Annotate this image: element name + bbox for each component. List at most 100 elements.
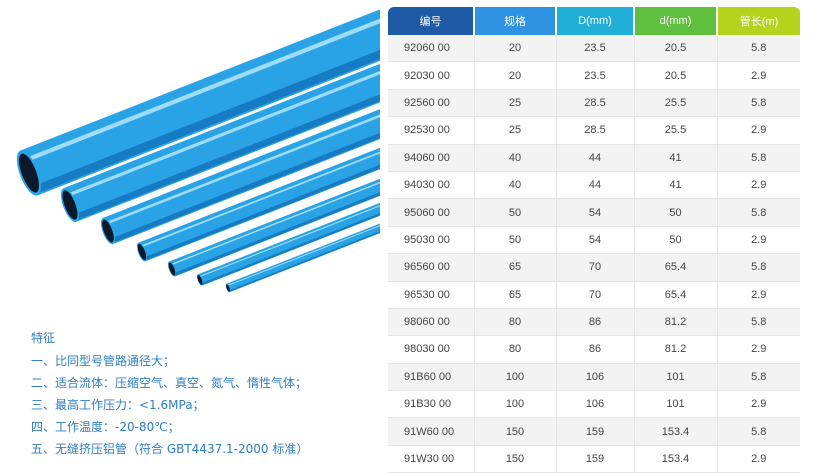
cell-length: 2.9 — [717, 445, 800, 473]
pipe-opening — [62, 190, 78, 220]
pipe-highlight — [139, 151, 380, 248]
cell-outer-diameter: 70 — [556, 281, 635, 309]
feature-item-5: 五、无缝挤压铝管（符合 GBT4437.1-2000 标准） — [31, 442, 309, 456]
cell-outer-diameter: 28.5 — [556, 89, 635, 118]
cell-length: 2.9 — [717, 226, 800, 255]
cell-outer-diameter: 44 — [556, 144, 635, 172]
cell-size: 65 — [474, 281, 557, 309]
cell-code: 91B30 00 — [388, 390, 475, 419]
pipe-opening — [226, 284, 230, 292]
table-row: 95030 00 50 54 50 2.9 — [388, 226, 800, 255]
cell-size: 80 — [474, 335, 557, 364]
cell-size: 40 — [474, 144, 557, 172]
cell-outer-diameter: 86 — [556, 308, 635, 337]
table-row: 96530 00 65 70 65.4 2.9 — [388, 281, 800, 309]
cell-inner-diameter: 101 — [634, 363, 718, 392]
cell-inner-diameter: 50 — [634, 226, 718, 255]
pipe-highlight — [198, 205, 380, 278]
cell-code: 91B60 00 — [388, 363, 475, 392]
cell-size: 25 — [474, 89, 557, 118]
pipe-shadow — [34, 49, 380, 194]
header-outer-diameter: D(mm) — [556, 7, 635, 35]
spec-table: 编号 规格 D(mm) d(mm) 管长(m) 92060 00 20 23.5 20… — [388, 7, 800, 473]
table-row: 91B30 00 100 106 101 2.9 — [388, 390, 800, 419]
table-row: 92060 00 20 23.5 20.5 5.8 — [388, 35, 800, 63]
pipe-shadow — [201, 212, 380, 286]
pipe-highlight — [170, 181, 380, 266]
cell-code: 98060 00 — [388, 308, 475, 337]
pipe-opening — [197, 275, 203, 285]
table-row: 94060 00 40 44 41 5.8 — [388, 144, 800, 172]
features-title: 特征 — [31, 331, 56, 345]
cell-inner-diameter: 41 — [634, 171, 718, 200]
cell-length: 2.9 — [717, 390, 800, 419]
cell-size: 20 — [474, 61, 557, 90]
cell-inner-diameter: 20.5 — [634, 61, 718, 90]
table-row: 92560 00 25 28.5 25.5 5.8 — [388, 89, 800, 118]
cell-outer-diameter: 23.5 — [556, 35, 635, 63]
cell-inner-diameter: 25.5 — [634, 116, 718, 145]
table-row: 98060 00 80 86 81.2 5.8 — [388, 308, 800, 337]
cell-outer-diameter: 54 — [556, 226, 635, 255]
cell-outer-diameter: 23.5 — [556, 61, 635, 90]
cell-outer-diameter: 70 — [556, 253, 635, 282]
cell-inner-diameter: 50 — [634, 198, 718, 227]
cell-length: 5.8 — [717, 89, 800, 118]
cell-inner-diameter: 25.5 — [634, 89, 718, 118]
cell-length: 2.9 — [717, 171, 800, 200]
cell-size: 80 — [474, 308, 557, 337]
cell-length: 2.9 — [717, 281, 800, 309]
table-header-row: 编号 规格 D(mm) d(mm) 管长(m) — [388, 7, 800, 35]
cell-size: 150 — [474, 417, 557, 446]
table-row: 95060 00 50 54 50 5.8 — [388, 198, 800, 227]
header-length: 管长(m) — [717, 7, 800, 35]
cell-length: 5.8 — [717, 35, 800, 63]
cell-size: 100 — [474, 390, 557, 419]
cell-code: 92060 00 — [388, 35, 475, 63]
pipe-highlight — [104, 114, 380, 226]
cell-outer-diameter: 159 — [556, 417, 635, 446]
cell-code: 91W30 00 — [388, 445, 475, 473]
pipe-shadow — [110, 132, 380, 244]
table-row: 94030 00 40 44 41 2.9 — [388, 171, 800, 200]
pipe-opening — [19, 153, 39, 193]
feature-item-3: 三、最高工作压力：<1.6MPa； — [31, 398, 205, 412]
cell-outer-diameter: 44 — [556, 171, 635, 200]
cell-inner-diameter: 65.4 — [634, 253, 718, 282]
cell-outer-diameter: 54 — [556, 198, 635, 227]
cell-inner-diameter: 101 — [634, 390, 718, 419]
cell-length: 5.8 — [717, 198, 800, 227]
header-size: 规格 — [474, 7, 557, 35]
feature-item-2: 二、适合流体：压缩空气、真空、氮气、惰性气体； — [31, 376, 308, 390]
pipe-opening — [168, 262, 176, 276]
feature-item-4: 四、工作温度：-20-80℃； — [31, 420, 180, 434]
pipe-shadow — [228, 231, 380, 292]
cell-length: 5.8 — [717, 253, 800, 282]
cell-code: 96560 00 — [388, 253, 475, 282]
cell-code: 95030 00 — [388, 226, 475, 255]
cell-size: 50 — [474, 198, 557, 227]
header-code: 编号 — [388, 7, 475, 35]
cell-size: 100 — [474, 363, 557, 392]
cell-length: 5.8 — [717, 417, 800, 446]
cell-inner-diameter: 41 — [634, 144, 718, 172]
cell-code: 92030 00 — [388, 61, 475, 90]
pipe-highlight — [23, 18, 380, 163]
cell-size: 25 — [474, 116, 557, 145]
cell-code: 98030 00 — [388, 335, 475, 364]
cell-length: 2.9 — [717, 61, 800, 90]
header-inner-diameter: d(mm) — [634, 7, 718, 35]
table-row: 91W60 00 150 159 153.4 5.8 — [388, 417, 800, 446]
cell-inner-diameter: 81.2 — [634, 308, 718, 337]
cell-size: 65 — [474, 253, 557, 282]
cell-outer-diameter: 86 — [556, 335, 635, 364]
table-row: 98030 00 80 86 81.2 2.9 — [388, 335, 800, 364]
table-row: 96560 00 65 70 65.4 5.8 — [388, 253, 800, 282]
cell-code: 96530 00 — [388, 281, 475, 309]
feature-item-1: 一、比同型号管路通径大； — [31, 354, 176, 368]
table-row: 92530 00 25 28.5 25.5 2.9 — [388, 116, 800, 145]
table-row: 92030 00 20 23.5 20.5 2.9 — [388, 61, 800, 90]
pipe-shadow — [144, 164, 380, 261]
pipe-opening — [102, 219, 114, 243]
features-section: 特征 一、比同型号管路通径大； 二、适合流体：压缩空气、真空、氮气、惰性气体； … — [31, 327, 376, 460]
